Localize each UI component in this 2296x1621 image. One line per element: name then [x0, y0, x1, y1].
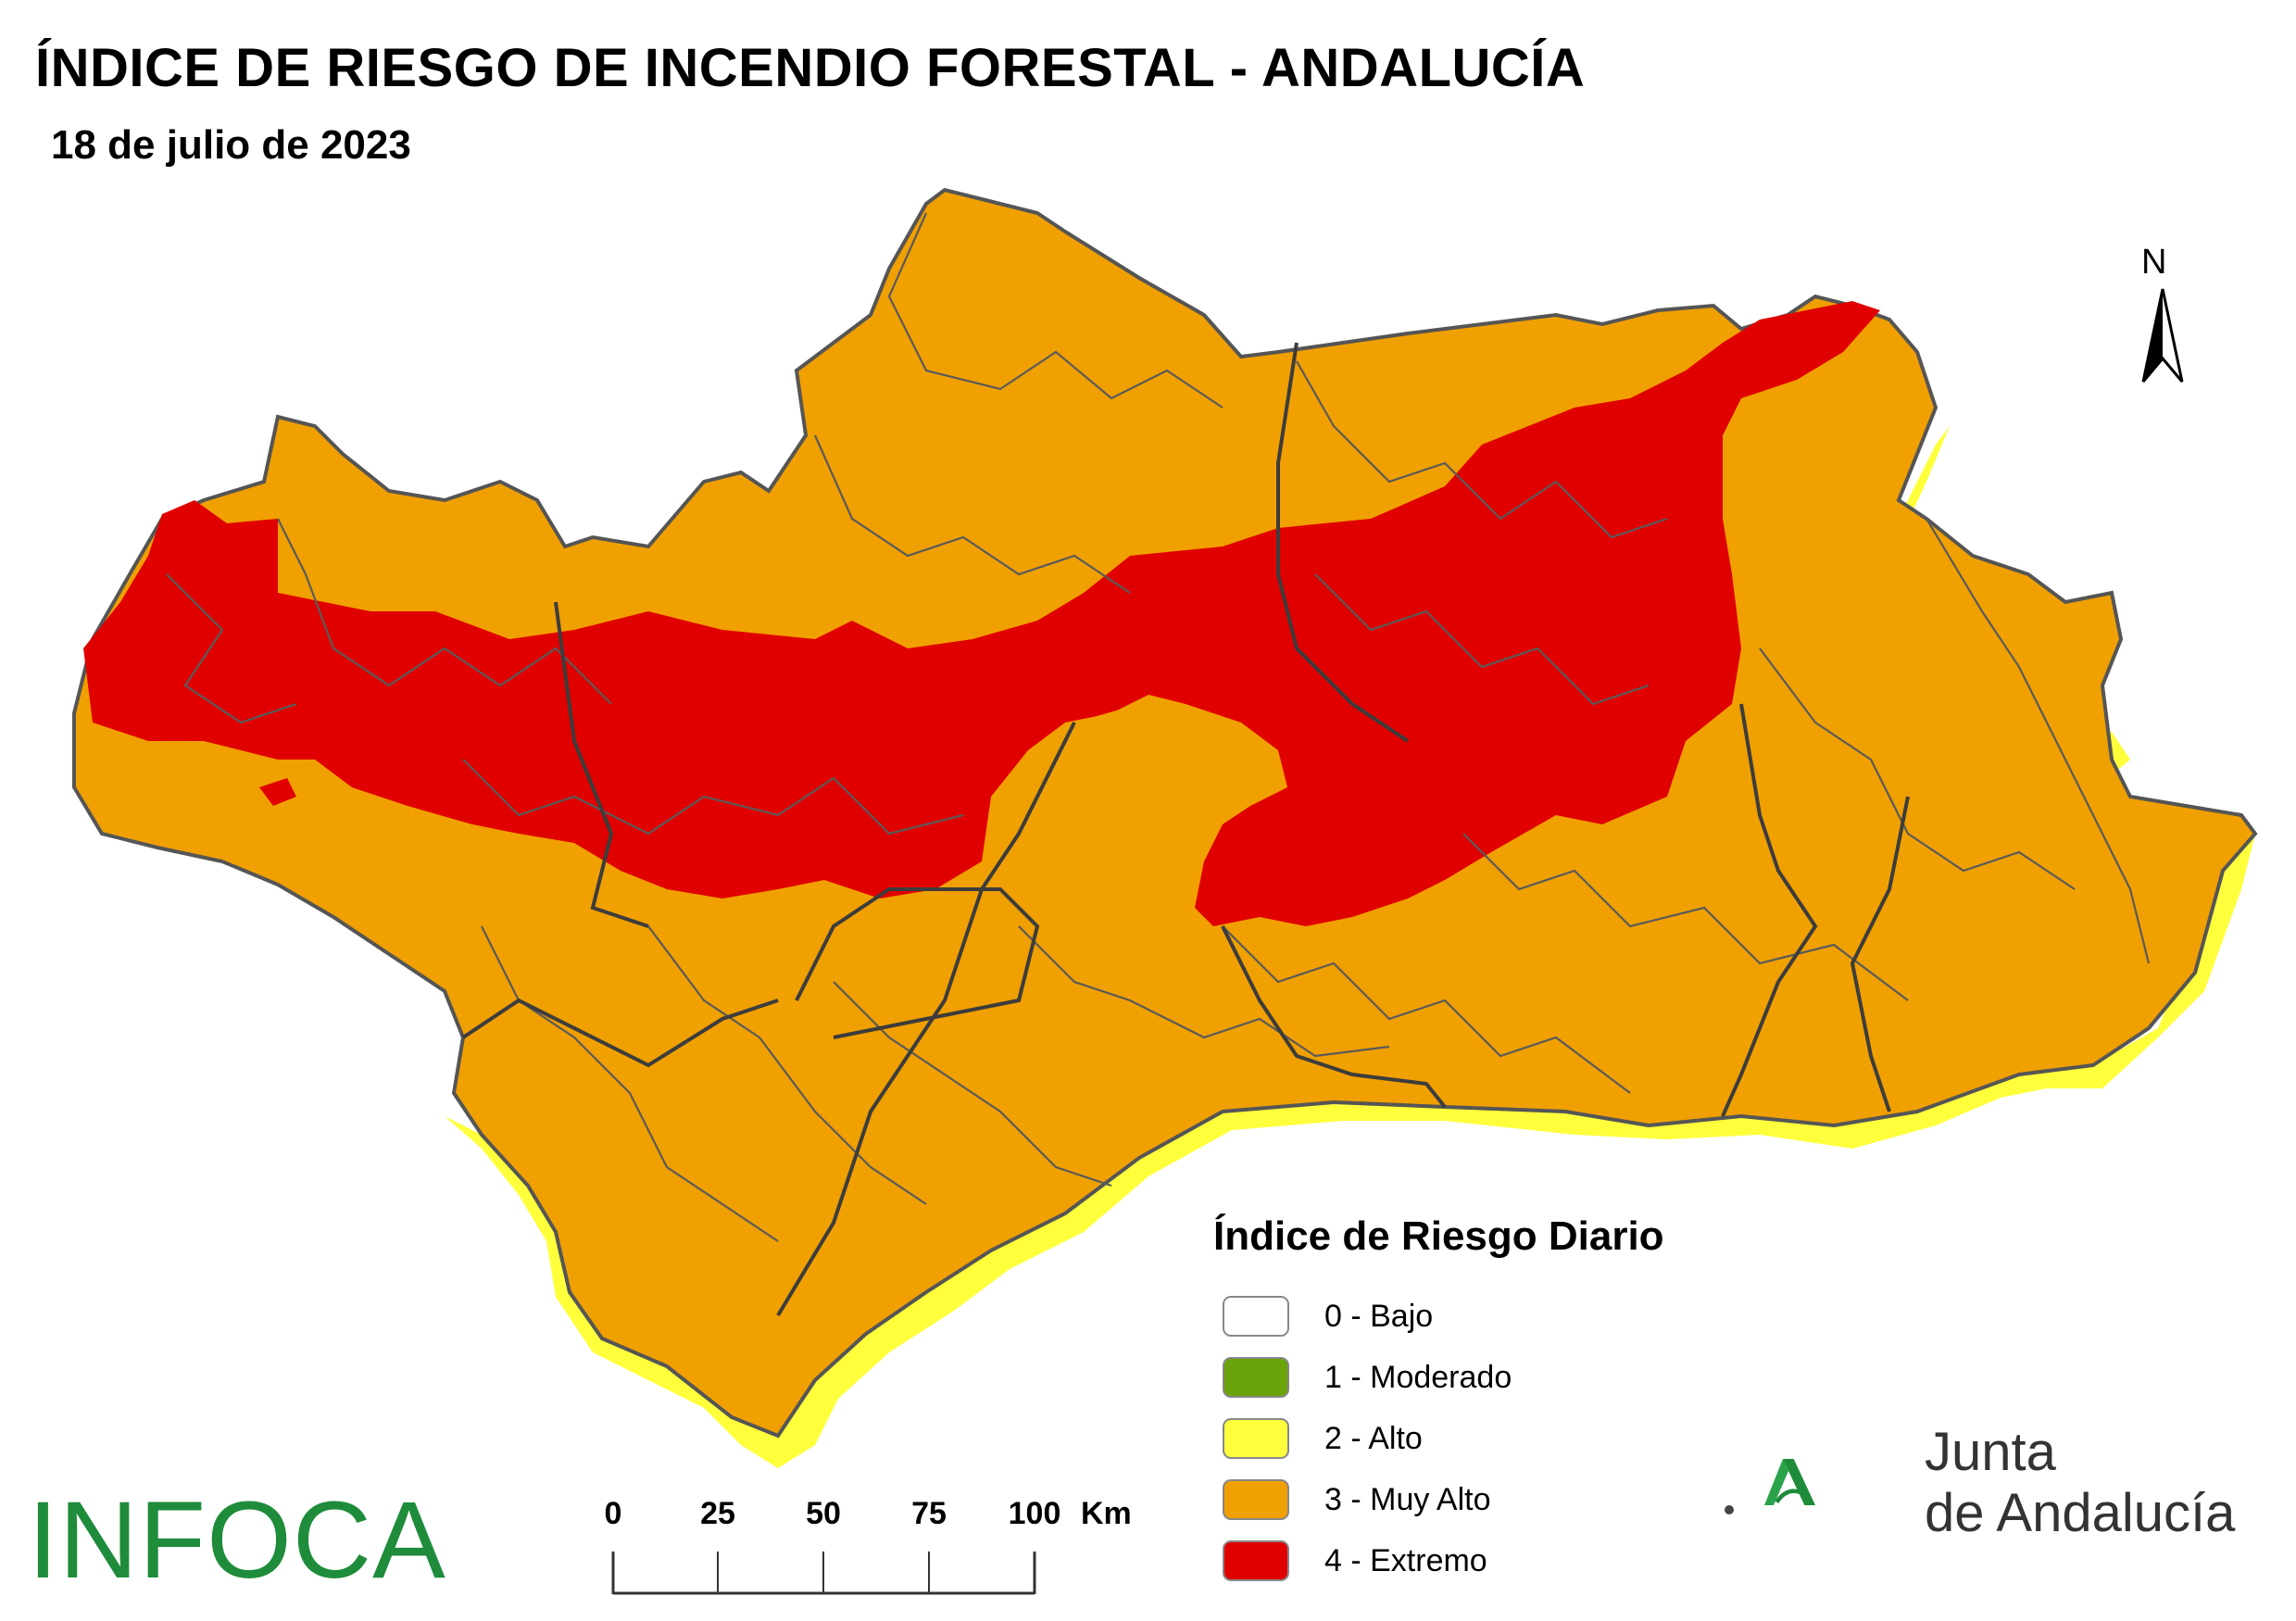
legend-swatch [1223, 1540, 1289, 1581]
scale-tick-label: 50 [806, 1496, 841, 1531]
risk-zone-muy-alto-island [1028, 704, 1269, 889]
infoca-logo: INFOCA [28, 1479, 446, 1602]
junta-andalucia-logo [1764, 1459, 1815, 1505]
risk-zone-extremo-patch [259, 778, 296, 806]
legend-label: 4 - Extremo [1324, 1542, 1487, 1578]
north-label: N [2141, 243, 2167, 282]
scale-tick-label: 100 [1008, 1496, 1061, 1531]
junta-line2: de Andalucía [1925, 1483, 2236, 1543]
risk-zone-extremo [83, 301, 1880, 926]
legend-label: 2 - Alto [1324, 1420, 1423, 1456]
junta-line1: Junta [1925, 1422, 2056, 1482]
legend-item-bajo: 0 - Bajo [1213, 1286, 1664, 1347]
legend-item-alto: 2 - Alto [1213, 1408, 1664, 1469]
scale-tick-label: 75 [911, 1496, 947, 1531]
legend-label: 3 - Muy Alto [1324, 1481, 1491, 1517]
scale-unit: Km [1081, 1496, 1132, 1531]
legend-label: 1 - Moderado [1324, 1359, 1512, 1395]
scale-tick-label: 25 [700, 1496, 735, 1531]
legend-item-extremo: 4 - Extremo [1213, 1530, 1664, 1591]
legend-swatch [1223, 1418, 1289, 1459]
scale-tick-label: 0 [604, 1496, 622, 1531]
page-title: ÍNDICE DE RIESGO DE INCENDIO FORESTAL - … [35, 38, 1586, 98]
province-boundaries [461, 342, 1910, 1317]
north-arrow-icon [2141, 288, 2184, 383]
decorative-dot [1725, 1505, 1734, 1514]
junta-andalucia-wordmark: Junta de Andalucía [1925, 1422, 2235, 1544]
scale-bar-line [611, 1552, 1036, 1595]
legend-item-moderado: 1 - Moderado [1213, 1347, 1664, 1408]
scale-bar: 0 25 50 75 100 Km [604, 1496, 1144, 1598]
legend-title: Índice de Riesgo Diario [1213, 1213, 1664, 1259]
municipal-boundaries [166, 212, 2151, 1242]
legend-label: 0 - Bajo [1324, 1298, 1434, 1334]
legend-swatch [1223, 1479, 1289, 1520]
legend: Índice de Riesgo Diario 0 - Bajo 1 - Mod… [1213, 1213, 1664, 1591]
page-date: 18 de julio de 2023 [51, 122, 411, 168]
legend-swatch [1223, 1357, 1289, 1398]
legend-item-muy-alto: 3 - Muy Alto [1213, 1469, 1664, 1530]
legend-swatch [1223, 1296, 1289, 1337]
